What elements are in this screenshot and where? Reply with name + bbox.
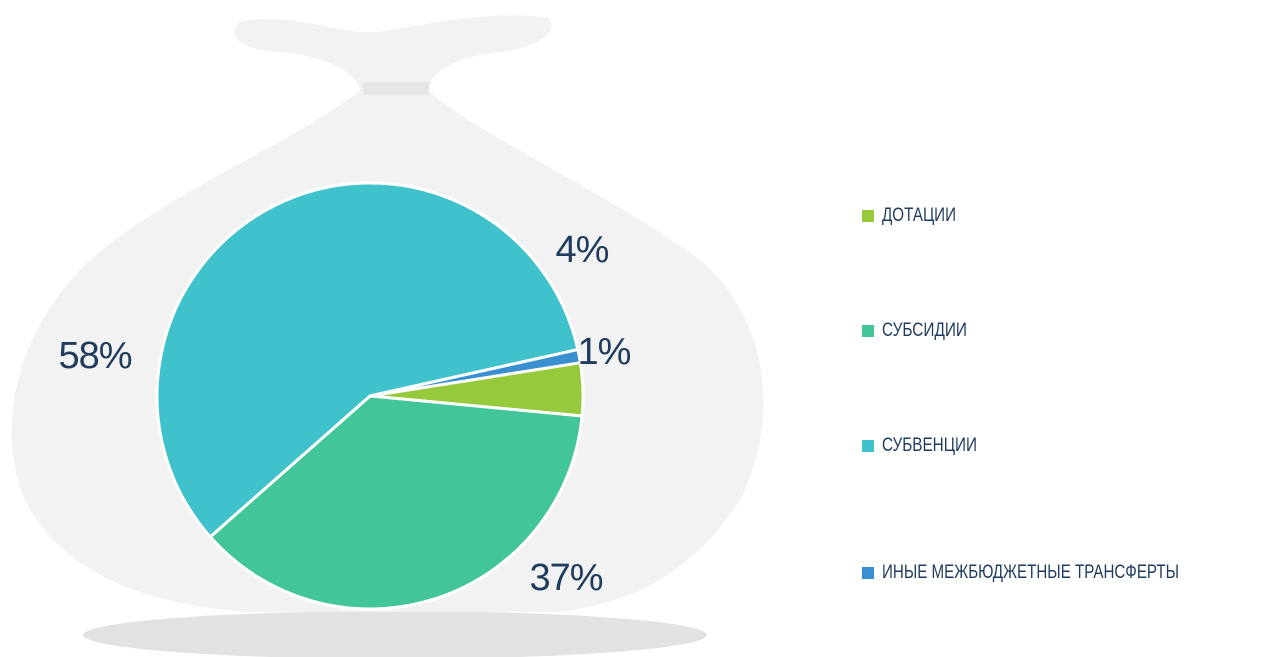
bag-knot bbox=[362, 82, 430, 95]
pie-slice bbox=[155, 181, 580, 539]
bag-shadow bbox=[83, 611, 707, 657]
pie bbox=[155, 181, 585, 611]
legend-label: СУБВЕНЦИИ bbox=[882, 435, 977, 456]
legend-swatch bbox=[862, 325, 874, 337]
legend-label: ИНЫЕ МЕЖБЮДЖЕТНЫЕ ТРАНСФЕРТЫ bbox=[882, 562, 1179, 583]
value-label: 37% bbox=[529, 557, 602, 599]
legend-swatch bbox=[862, 210, 874, 222]
legend-label: СУБСИДИИ bbox=[882, 320, 967, 341]
legend-label: ДОТАЦИИ bbox=[882, 205, 956, 226]
pie-slice bbox=[368, 348, 582, 398]
value-label: 58% bbox=[58, 335, 131, 377]
legend-swatch bbox=[862, 440, 874, 452]
pie-slice bbox=[208, 394, 584, 611]
value-label: 1% bbox=[578, 331, 631, 373]
value-label: 4% bbox=[556, 229, 609, 271]
legend-swatch bbox=[862, 567, 874, 579]
